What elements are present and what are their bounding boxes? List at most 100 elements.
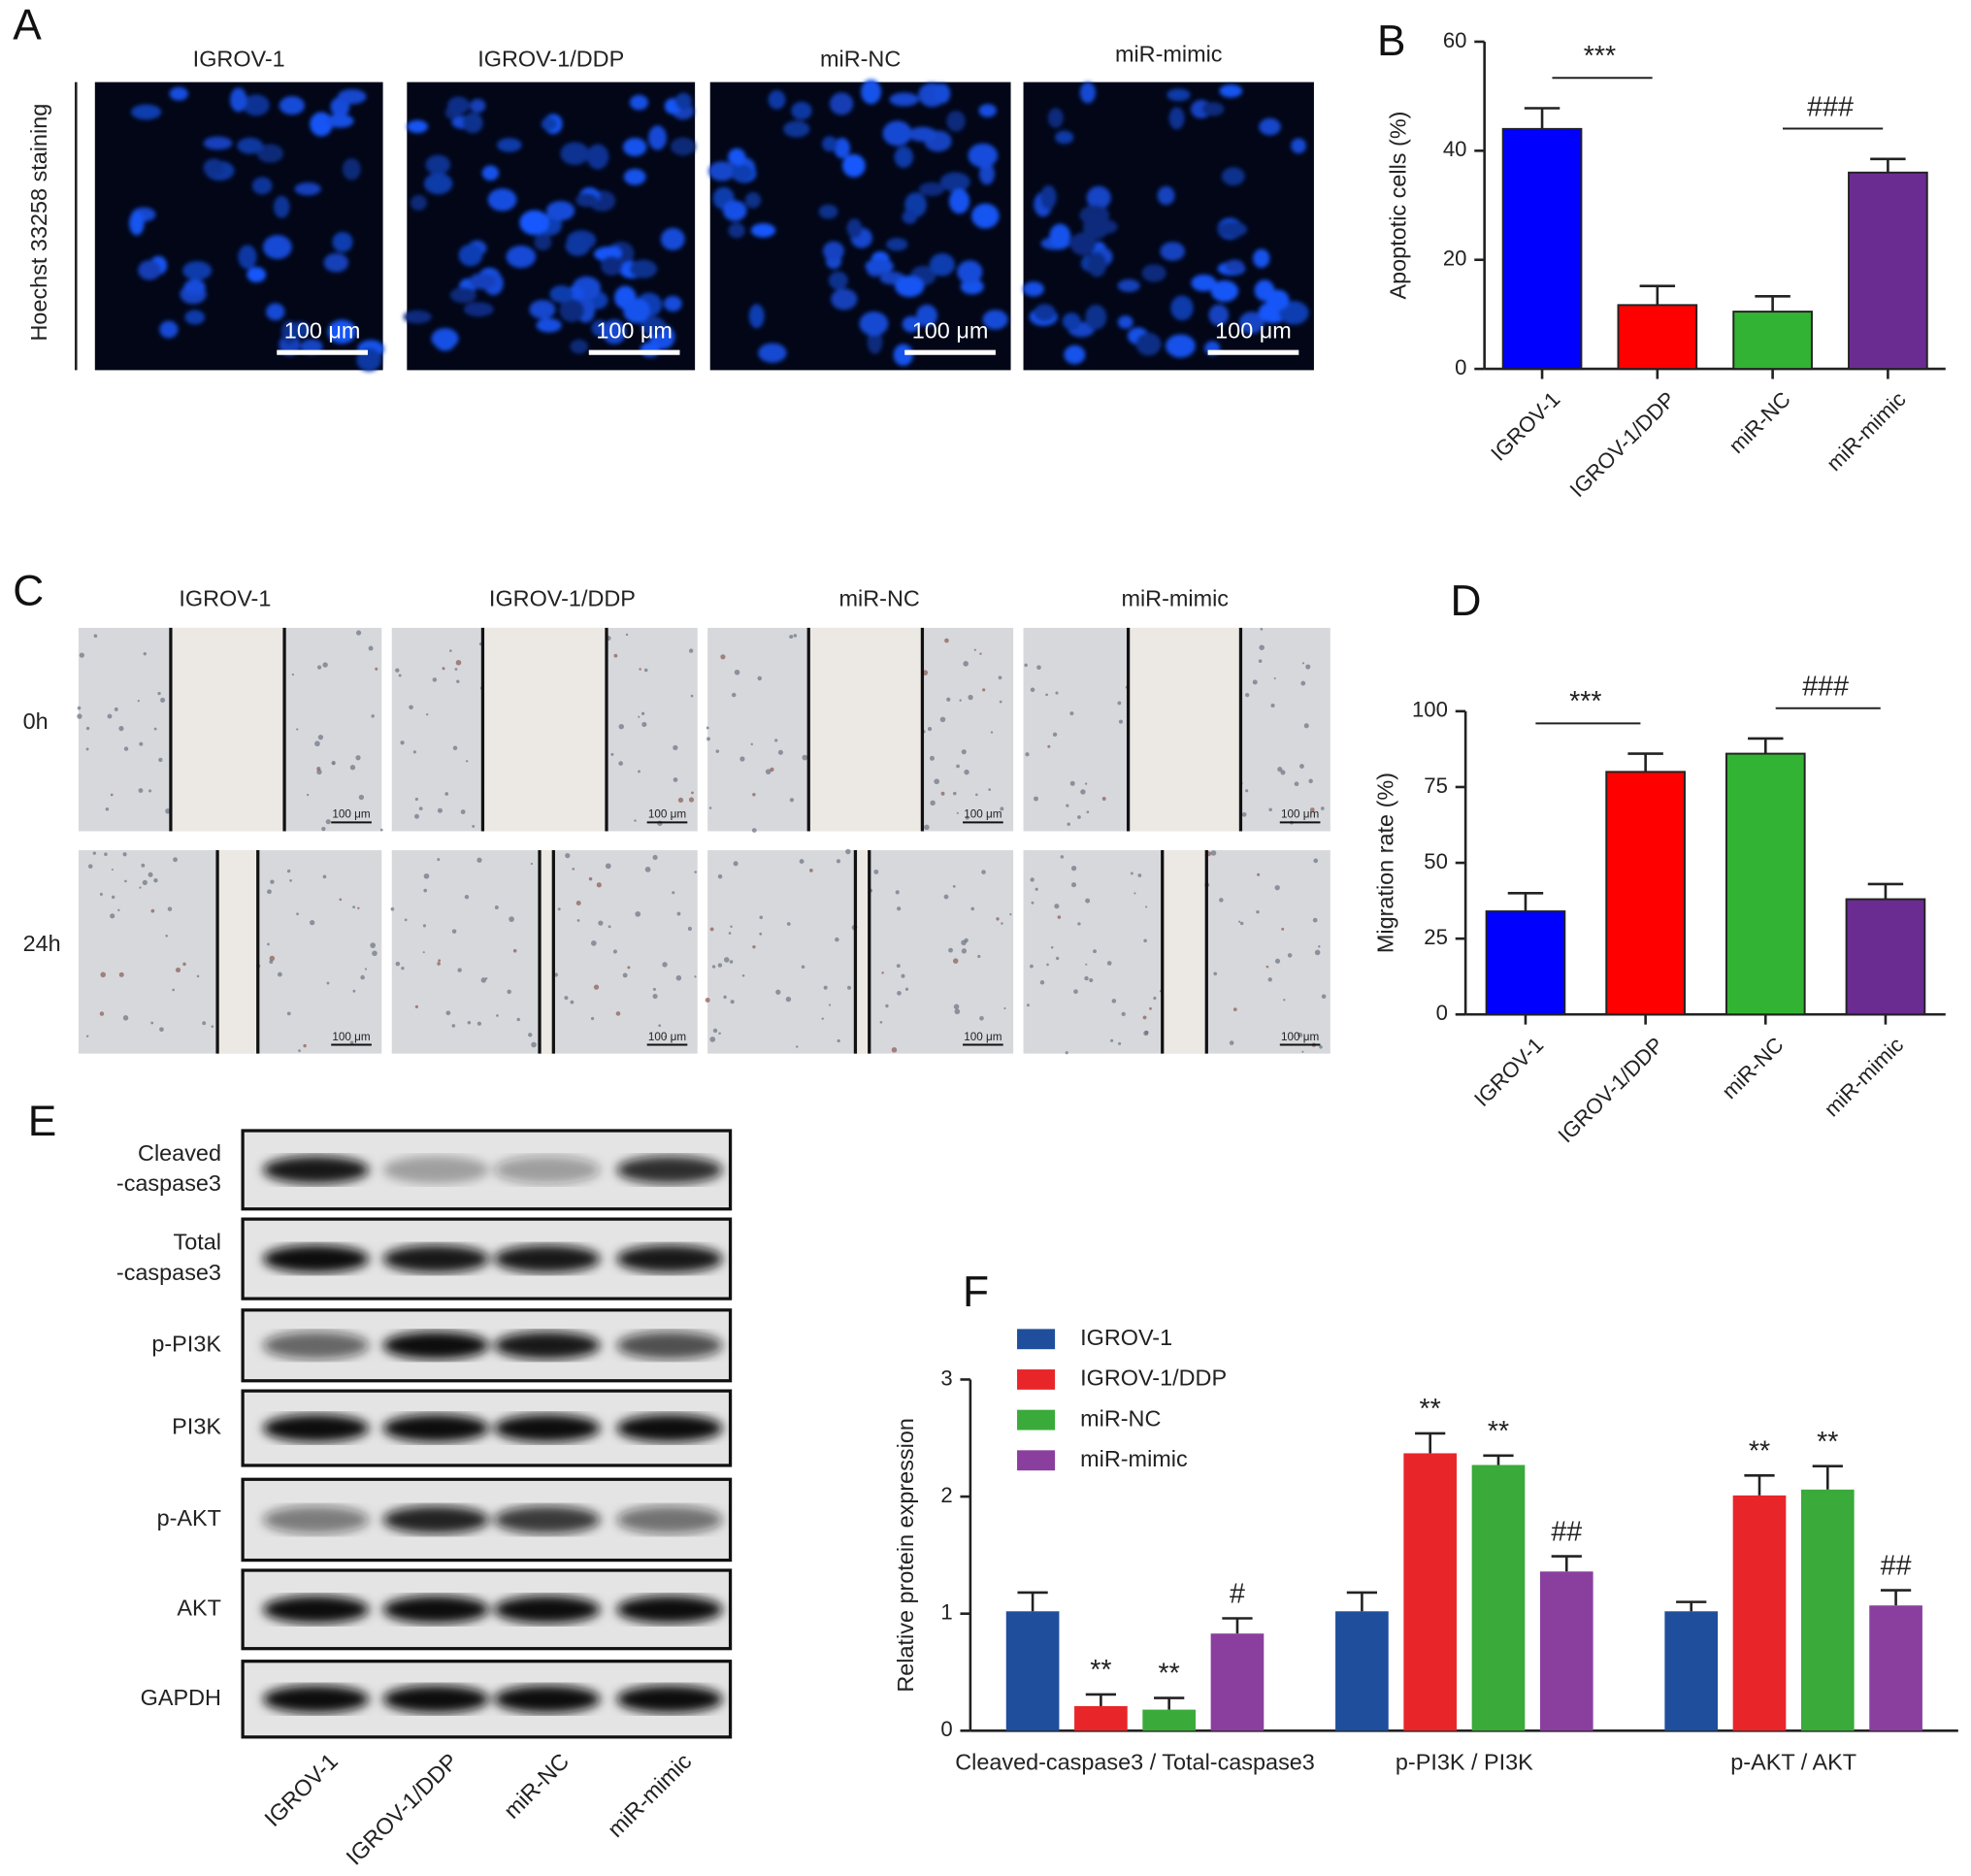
- cell-dot: [1054, 904, 1060, 909]
- cell-dot: [1009, 913, 1012, 916]
- cell-dot: [1084, 975, 1089, 981]
- cell-dot: [687, 926, 692, 931]
- nucleus: [623, 298, 650, 324]
- cell-dot: [988, 788, 992, 791]
- cell-dot: [739, 756, 745, 762]
- x-tick-label: IGROV-1/DDP: [1565, 387, 1680, 502]
- nucleus: [1117, 279, 1140, 292]
- nucleus: [230, 87, 247, 113]
- nucleus: [294, 182, 321, 196]
- cell-dot: [690, 694, 694, 698]
- nucleus: [403, 310, 432, 324]
- cell-dot: [1093, 949, 1097, 954]
- cell-dot: [952, 958, 959, 964]
- cell-dot: [404, 918, 408, 922]
- cell-dot: [1030, 877, 1035, 882]
- cell-dot: [85, 1035, 89, 1037]
- significance-label: **: [1090, 1655, 1111, 1686]
- cell-dot: [1065, 1051, 1068, 1055]
- cell-dot: [141, 863, 146, 868]
- nucleus: [822, 241, 844, 261]
- cell-dot: [929, 755, 935, 761]
- nucleus: [425, 154, 451, 175]
- cell-dot: [1050, 945, 1054, 949]
- nucleus: [1135, 332, 1162, 356]
- cell-dot: [110, 793, 114, 797]
- cell-dot: [627, 966, 631, 970]
- cell-dot: [694, 975, 697, 978]
- bands: [262, 1244, 723, 1273]
- nucleus: [671, 137, 696, 156]
- cell-dot: [85, 747, 89, 751]
- cell-dot: [454, 668, 458, 671]
- nucleus: [601, 255, 623, 276]
- cell-dot: [706, 726, 709, 730]
- cell-dot: [952, 884, 956, 888]
- cell-dot: [1300, 680, 1306, 686]
- cell-dot: [741, 973, 745, 977]
- cell-dot: [729, 960, 734, 964]
- nuclei: [1023, 82, 1309, 365]
- cell-dot: [496, 1014, 499, 1017]
- y-tick-label: 60: [1443, 28, 1467, 52]
- scale-bar-label: 100 μm: [332, 1031, 370, 1043]
- cell-dot: [87, 864, 93, 869]
- cell-dot: [652, 854, 658, 861]
- cell-dot: [1301, 1050, 1304, 1053]
- cell-dot: [944, 638, 949, 643]
- wound-gap: [855, 850, 870, 1054]
- cell-dot: [316, 769, 322, 775]
- bar: [1725, 752, 1806, 1016]
- cell-dot: [296, 912, 299, 916]
- nuclei: [708, 79, 1008, 367]
- cell-dot: [1294, 781, 1299, 787]
- cell-dot: [448, 649, 452, 652]
- wound-gap: [482, 627, 607, 832]
- nucleus: [982, 310, 1008, 330]
- cell-dot: [770, 767, 774, 773]
- cell-dot: [575, 900, 581, 905]
- cell-dot: [982, 688, 986, 692]
- nucleus: [506, 246, 537, 269]
- cell-dot: [316, 665, 322, 670]
- bar: [1471, 1465, 1526, 1731]
- cell-dot: [1101, 796, 1106, 801]
- cell-dot: [289, 879, 292, 882]
- cell-dot: [895, 890, 900, 895]
- nucleus: [629, 259, 658, 279]
- cell-dot: [730, 1000, 735, 1004]
- nucleus: [933, 82, 951, 104]
- cell-dot: [847, 985, 851, 990]
- nucleus: [791, 101, 812, 120]
- nucleus: [323, 252, 349, 273]
- cell-dot: [1085, 898, 1091, 904]
- cell-dot: [1060, 855, 1065, 859]
- nucleus: [310, 112, 333, 137]
- x-tick-label: miR-mimic: [1820, 1033, 1908, 1121]
- cell-dot: [442, 667, 445, 671]
- cell-dot: [1287, 953, 1293, 958]
- cell-dot: [730, 925, 733, 929]
- cell-dot: [1025, 752, 1030, 757]
- cell-dot: [451, 1024, 456, 1028]
- nucleus: [545, 200, 575, 221]
- cell-dot: [775, 989, 781, 995]
- y-tick-label: 1: [940, 1600, 952, 1625]
- cell-dot: [150, 1021, 154, 1025]
- cell-dot: [904, 987, 909, 991]
- cell-dot: [93, 634, 98, 639]
- cell-dot: [1305, 664, 1311, 670]
- cell-dot: [100, 971, 106, 978]
- y-tick-label: 3: [940, 1366, 952, 1390]
- nucleus: [575, 192, 599, 208]
- cell-dot: [159, 1027, 164, 1033]
- cell-dot: [835, 937, 839, 942]
- nucleus: [828, 271, 848, 290]
- band: [382, 1156, 489, 1184]
- cell-dot: [467, 1020, 472, 1025]
- cell-dot: [457, 968, 462, 972]
- cell-dot: [530, 862, 533, 866]
- y-tick-label: 100: [1412, 698, 1448, 722]
- nucleus: [893, 344, 914, 367]
- nucleus: [623, 168, 646, 185]
